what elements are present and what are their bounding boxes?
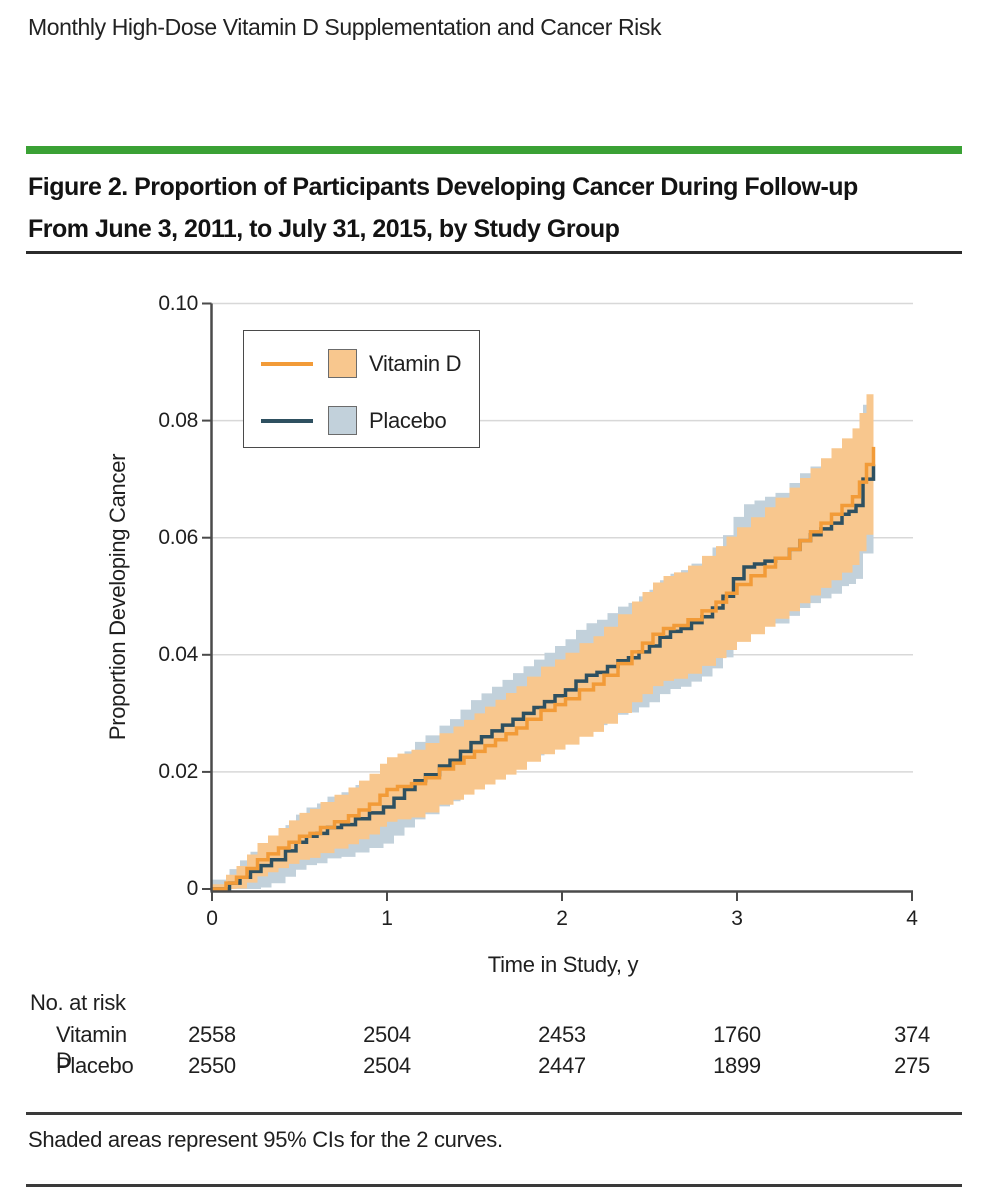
footnote-text: Shaded areas represent 95% CIs for the 2…: [28, 1127, 503, 1152]
risk-table-header: No. at risk: [30, 990, 126, 1015]
y-axis-title: Proportion Developing Cancer: [105, 453, 130, 741]
legend-row-placebo: Placebo: [244, 406, 479, 436]
x-tick-label-2: 2: [556, 907, 568, 930]
risk-cell: 2504: [363, 1053, 411, 1078]
risk-cell: 2558: [188, 1022, 236, 1047]
risk-cell: 1899: [713, 1053, 761, 1078]
y-tick-label-0.06: 0.06: [158, 525, 198, 549]
vitamind-curve: [212, 446, 876, 891]
risk-cell: 2447: [538, 1053, 586, 1078]
risk-cell: 1760: [713, 1022, 761, 1047]
figure-accent-bar: [26, 146, 962, 154]
placebo-ci-swatch-icon: [328, 406, 357, 435]
x-tick-label-0: 0: [206, 907, 218, 930]
figure-title-line2: From June 3, 2011, to July 31, 2015, by …: [28, 215, 620, 243]
risk-cell: 2550: [188, 1053, 236, 1078]
footnote-divider-bottom: [26, 1184, 962, 1187]
risk-row-label-placebo: Placebo: [56, 1053, 134, 1078]
footnote-divider-top: [26, 1112, 962, 1115]
y-tick-label-0.10: 0.10: [158, 291, 198, 315]
y-tick-label-0: 0: [186, 877, 199, 900]
risk-cell: 2504: [363, 1022, 411, 1047]
y-tick-label-0.04: 0.04: [158, 642, 198, 666]
legend-row-vitamind: Vitamin D: [244, 349, 479, 379]
vitamind-ci-band: [212, 375, 874, 889]
y-tick-label-0.02: 0.02: [158, 759, 198, 783]
x-tick-label-1: 1: [381, 907, 393, 930]
legend-box: Vitamin D Placebo: [243, 330, 480, 448]
vitamind-ci-swatch-icon: [328, 349, 357, 378]
legend-label-placebo: Placebo: [369, 408, 447, 433]
placebo-line-sample-icon: [261, 419, 313, 423]
risk-cell: 275: [894, 1053, 930, 1078]
x-tick-label-3: 3: [731, 907, 743, 930]
vitamind-line-sample-icon: [261, 362, 313, 366]
figure-title-line1: Figure 2. Proportion of Participants Dev…: [28, 173, 858, 201]
title-divider-rule: [26, 251, 962, 254]
risk-cell: 374: [894, 1022, 930, 1047]
x-tick-label-4: 4: [906, 907, 918, 930]
page-title: Monthly High-Dose Vitamin D Supplementat…: [28, 14, 662, 40]
risk-cell: 2453: [538, 1022, 586, 1047]
x-axis-title: Time in Study, y: [487, 952, 639, 977]
legend-label-vitamind: Vitamin D: [369, 351, 462, 376]
figure-title: Figure 2. Proportion of Participants Dev…: [28, 166, 968, 250]
risk-row-label-vitamin-d: Vitamin D: [56, 1022, 127, 1073]
y-tick-label-0.08: 0.08: [158, 408, 198, 432]
